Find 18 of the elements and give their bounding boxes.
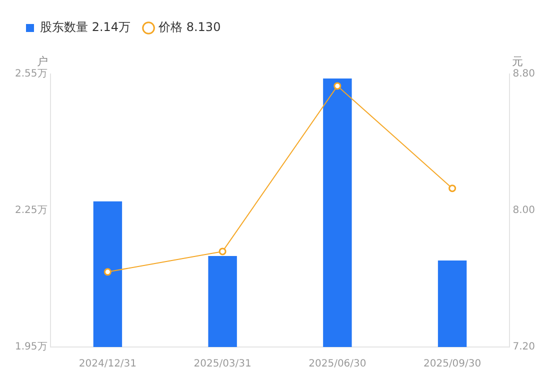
- y2-tick-label: 7.20: [512, 342, 535, 353]
- x-tick-label: 2025/06/30: [308, 358, 366, 370]
- point: [104, 268, 112, 276]
- legend-label: 股东数量 2.14万: [40, 20, 131, 34]
- point: [448, 184, 456, 192]
- x-tick-label: 2024/12/31: [78, 358, 137, 370]
- x-tick-label: 2025/03/31: [194, 358, 252, 370]
- point: [218, 248, 226, 256]
- y2-tick-label: 8.00: [512, 205, 535, 216]
- legend-label: 价格 8.130: [158, 20, 221, 34]
- y-tick-label: 2.25万: [15, 205, 48, 216]
- x-tick-label: 2025/09/30: [423, 358, 482, 370]
- point: [334, 82, 342, 90]
- y2-axis-title: 元: [512, 54, 524, 68]
- y-tick-label: 2.55万: [15, 68, 48, 80]
- y-axis-title: 户: [36, 54, 48, 68]
- y-tick-label: 1.95万: [15, 342, 48, 353]
- y2-tick-label: 8.80: [512, 68, 535, 80]
